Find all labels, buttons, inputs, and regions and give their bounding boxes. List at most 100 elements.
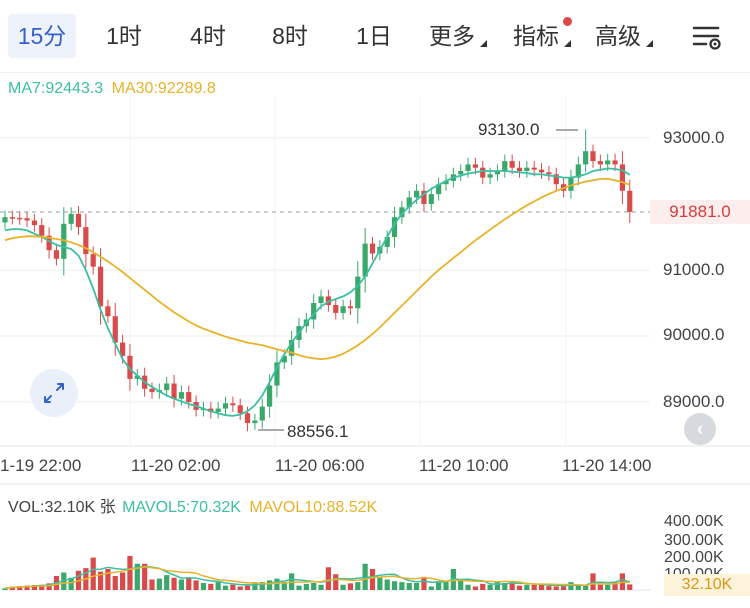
candle-body	[362, 243, 368, 277]
candle-body	[97, 266, 104, 307]
candle-body	[597, 161, 603, 165]
volume-legend: VOL:32.10K 张 MAVOL5:70.32K MAVOL10:88.52…	[8, 493, 377, 517]
candle-body	[274, 362, 280, 386]
time-tick-0: 1-19 22:00	[0, 456, 82, 475]
candle-body	[90, 254, 96, 267]
candle-body	[267, 385, 273, 407]
volume-bar	[561, 586, 567, 590]
mavol10-line	[4, 566, 630, 590]
candle-body	[9, 217, 15, 219]
indicators-dropdown-icon	[564, 40, 571, 47]
volume-bar	[200, 583, 207, 590]
volume-bar	[274, 578, 280, 590]
volume-bar	[502, 583, 508, 590]
volume-bar	[612, 582, 618, 590]
tab-8h[interactable]: 8时	[272, 23, 308, 49]
candle-body	[83, 227, 89, 255]
candle-body	[516, 167, 523, 171]
volume-bar	[428, 586, 434, 590]
volume-bar	[347, 583, 354, 590]
price-tick-93000: 93000.0	[663, 128, 725, 147]
tab-advanced[interactable]: 高级	[595, 23, 641, 49]
candle-body	[171, 383, 177, 399]
expand-icon	[44, 383, 64, 403]
chart-settings-icon[interactable]	[692, 24, 724, 50]
candle-body	[524, 167, 530, 171]
ma30-label: MA30:92289.8	[111, 80, 216, 97]
volume-bar	[458, 579, 464, 590]
kline-scroll-end-button[interactable]: ‹	[684, 413, 716, 445]
candle-body	[31, 220, 37, 226]
volume-bar	[553, 586, 559, 590]
advanced-dropdown-icon	[646, 40, 653, 47]
indicators-badge-dot	[563, 17, 572, 26]
volume-bar	[546, 586, 552, 590]
candle-body	[178, 392, 184, 399]
volume-bar	[538, 584, 545, 590]
candle-body	[347, 306, 354, 309]
tab-1d[interactable]: 1日	[356, 23, 392, 49]
tab-15m[interactable]: 15分	[8, 14, 76, 58]
ma-legend: MA7:92443.3 MA30:92289.8	[8, 80, 216, 98]
candle-body	[61, 223, 67, 259]
volume-bar	[465, 584, 471, 590]
ma7-line	[4, 167, 631, 417]
candle-body	[546, 172, 552, 175]
candle-body	[391, 217, 398, 237]
volume-bar	[186, 577, 192, 590]
candle-body	[237, 405, 243, 414]
volume-bar	[627, 584, 633, 590]
volume-tick-300k: 300.00K	[664, 532, 724, 549]
tab-1h[interactable]: 1时	[106, 23, 142, 49]
volume-bar	[39, 584, 45, 590]
candle-body	[465, 164, 471, 171]
volume-bar	[222, 585, 229, 590]
volume-bar	[494, 581, 501, 590]
volume-bar	[164, 575, 170, 590]
volume-bar	[421, 576, 427, 590]
volume-bar	[97, 571, 104, 590]
vol-label: VOL:32.10K 张	[8, 499, 116, 516]
volume-bar	[31, 585, 37, 590]
candle-body	[149, 388, 155, 393]
candle-body	[494, 171, 501, 175]
tab-more[interactable]: 更多	[429, 23, 475, 49]
candle-body	[414, 190, 420, 198]
double-chevron-icon: ‹	[697, 419, 703, 439]
candle-body	[215, 408, 221, 412]
candle-body	[583, 151, 589, 165]
candle-body	[289, 339, 295, 356]
volume-bar	[333, 574, 339, 590]
candle-body	[281, 355, 287, 363]
fullscreen-button[interactable]	[30, 369, 78, 417]
candle-body	[112, 316, 118, 343]
chart-grid	[0, 137, 650, 403]
tab-4h[interactable]: 4时	[190, 23, 226, 49]
volume-bar	[105, 569, 111, 590]
mavol5-label: MAVOL5:70.32K	[122, 499, 241, 516]
candle-body	[120, 342, 126, 356]
candle-body	[186, 392, 192, 402]
volume-bar	[355, 582, 361, 590]
candle-body	[619, 164, 625, 191]
volume-bar	[259, 582, 265, 590]
tab-indicators[interactable]: 指标	[513, 23, 559, 49]
price-chart[interactable]	[0, 72, 750, 608]
volume-bar	[597, 584, 603, 590]
candle-body	[105, 306, 111, 317]
ma7-label: MA7:92443.3	[8, 80, 104, 97]
volume-bar	[516, 585, 523, 590]
candle-body	[333, 304, 339, 313]
volume-bar	[244, 585, 251, 590]
interval-tab-bar: 15分 1时 4时 8时 1日 更多 指标 高级	[0, 0, 750, 73]
high-price-annotation: 93130.0	[478, 120, 540, 139]
candle-body	[384, 237, 390, 247]
candle-body	[568, 177, 574, 191]
candle-body	[259, 406, 265, 421]
candle-body	[509, 161, 515, 168]
volume-bar	[590, 573, 596, 590]
candle-body	[230, 403, 236, 406]
candle-body	[75, 213, 82, 228]
volume-bar	[2, 588, 8, 590]
volume-bar	[443, 581, 449, 590]
